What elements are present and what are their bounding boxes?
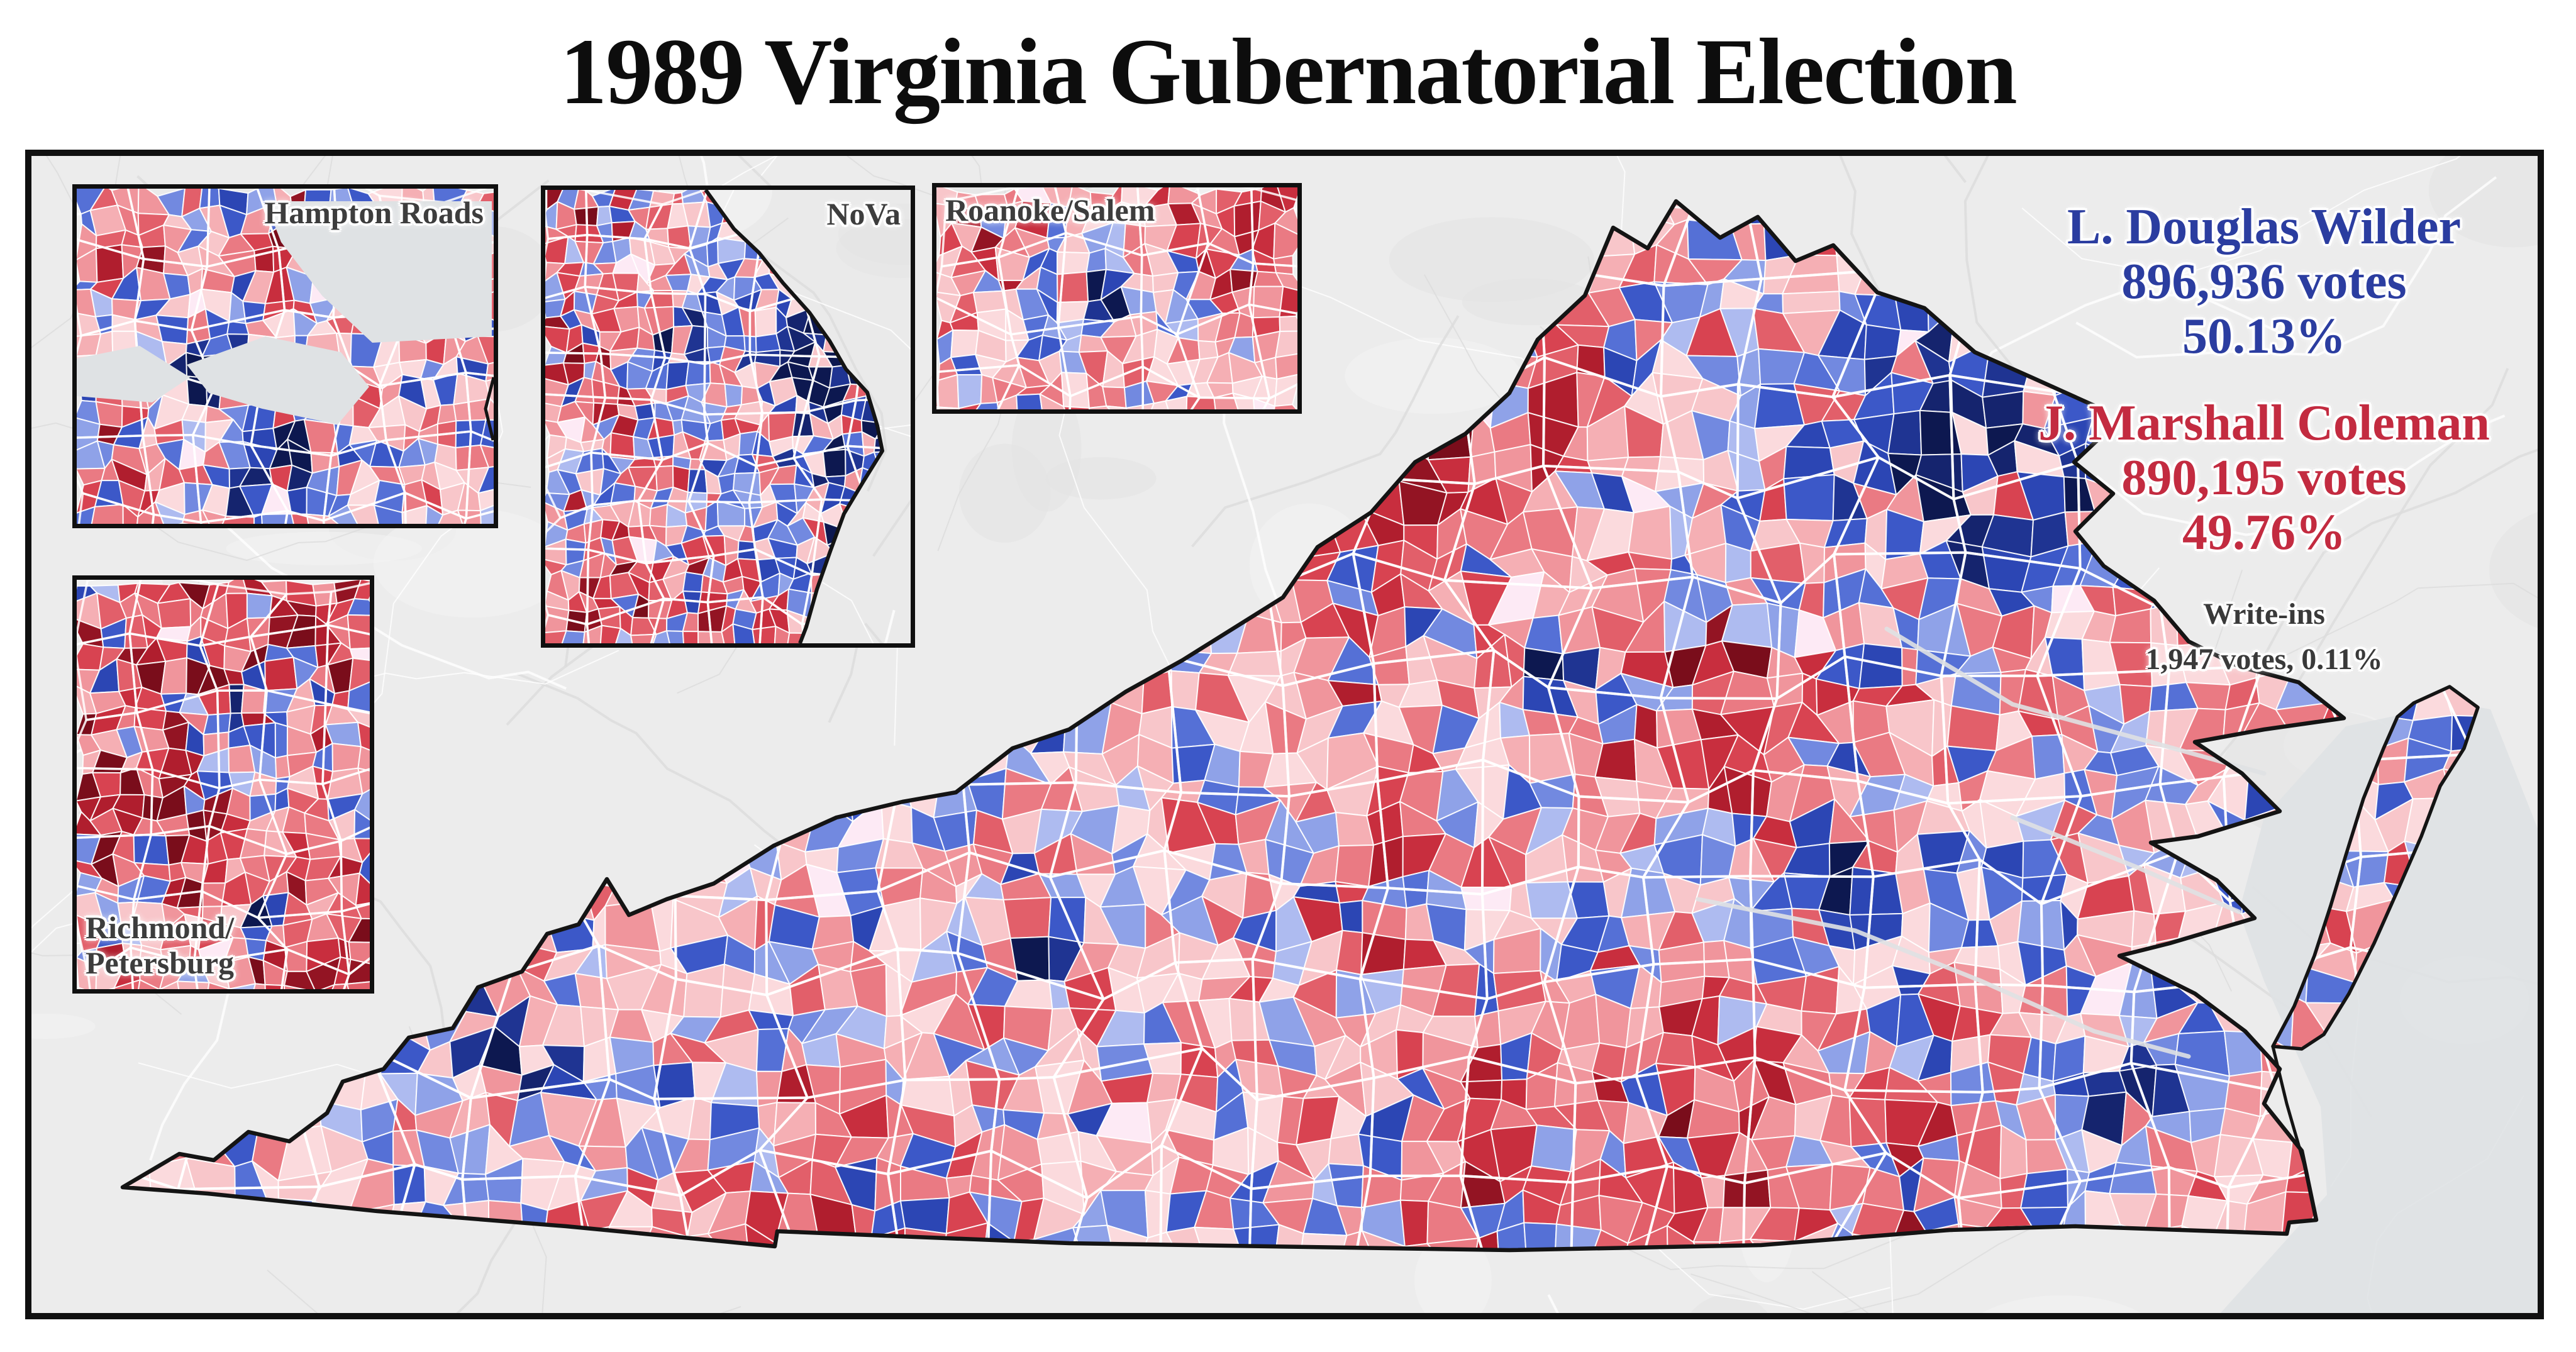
coleman-name: J. Marshall Coleman: [2038, 395, 2490, 451]
wilder-votes: 896,936 votes: [2121, 254, 2407, 310]
inset-label-nova: NoVa: [826, 196, 901, 231]
wilder-name: L. Douglas Wilder: [2067, 199, 2462, 255]
inset-nova-map: [545, 190, 911, 643]
inset-richmond-petersburg: Richmond/ Petersburg: [72, 575, 374, 994]
eastern-shore-outline: [2271, 685, 2480, 1051]
inset-hampton-roads-map: [77, 189, 494, 524]
coleman-percent: 49.76%: [2182, 504, 2346, 560]
wilder-result-block: L. Douglas Wilder 896,936 votes 50.13%: [1950, 199, 2538, 365]
writeins-detail: 1,947 votes, 0.11%: [2145, 643, 2383, 677]
wilder-percent: 50.13%: [2182, 309, 2346, 365]
writeins-label: Write-ins: [2203, 597, 2325, 631]
bay-boundary-line: [2271, 1046, 2318, 1221]
results-panel: L. Douglas Wilder 896,936 votes 50.13% J…: [1950, 199, 2538, 682]
inset-hampton-roads: Hampton Roads: [72, 184, 498, 528]
inset-richmond-petersburg-map: [77, 580, 370, 989]
inset-roanoke-salem: Roanoke/Salem: [932, 183, 1302, 414]
virginia-outline: [120, 199, 2346, 1253]
inset-label-hampton-roads: Hampton Roads: [264, 195, 484, 230]
inset-roanoke-salem-map: [936, 187, 1297, 409]
writeins-result-block: Write-ins 1,947 votes, 0.11%: [1950, 592, 2538, 682]
inset-label-roanoke-salem: Roanoke/Salem: [945, 192, 1155, 228]
page-title: 1989 Virginia Gubernatorial Election: [560, 19, 2017, 124]
inset-nova: NoVa: [541, 186, 915, 648]
coleman-votes: 890,195 votes: [2121, 450, 2407, 506]
coleman-result-block: J. Marshall Coleman 890,195 votes 49.76%: [1950, 395, 2538, 561]
inset-label-richmond-petersburg: Richmond/ Petersburg: [86, 910, 235, 980]
map-frame: Hampton Roads NoVa Roanoke/Salem Richmon…: [25, 150, 2544, 1319]
